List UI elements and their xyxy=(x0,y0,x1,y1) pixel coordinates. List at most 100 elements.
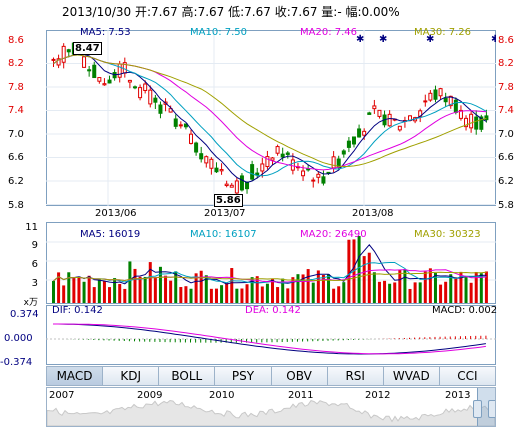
volume-ma5-label: MA5: 16019 xyxy=(80,229,141,240)
candle xyxy=(387,113,392,127)
candle xyxy=(92,64,97,79)
volume-bar xyxy=(189,288,193,303)
timeline-left-handle[interactable] xyxy=(473,400,482,418)
price-y-tick-right: 5.8 xyxy=(498,200,514,211)
candle xyxy=(438,88,443,97)
timeline-right-handle[interactable] xyxy=(488,400,495,418)
volume-bar xyxy=(169,280,173,303)
volume-bar xyxy=(423,271,427,303)
event-marker-icon: ✱ xyxy=(356,34,364,45)
ma30-line xyxy=(53,54,487,168)
tab-obv[interactable]: OBV xyxy=(272,367,328,385)
price-y-tick-right: 8.6 xyxy=(498,35,514,46)
tab-boll[interactable]: BOLL xyxy=(159,367,216,385)
ma10-line xyxy=(53,54,487,177)
volume-bar xyxy=(255,276,259,303)
timeline-navigator[interactable]: 2007 2009 2010 2011 2012 2013 xyxy=(46,387,496,427)
volume-bar xyxy=(153,276,157,303)
volume-chart[interactable] xyxy=(46,222,496,304)
candle xyxy=(433,89,438,100)
candle xyxy=(234,180,239,194)
price-y-tick: 8.6 xyxy=(8,35,24,46)
candle xyxy=(189,133,194,144)
candle xyxy=(219,169,224,172)
date-label: 2013/07 xyxy=(204,208,246,219)
candle xyxy=(290,159,295,171)
price-chart[interactable]: ✱ ✱ ✱ ✱ xyxy=(46,30,496,206)
volume-bar xyxy=(67,272,71,303)
candle xyxy=(306,168,311,171)
candle xyxy=(61,45,66,63)
candle xyxy=(214,167,219,173)
price-y-tick-right: 8.2 xyxy=(498,58,514,69)
price-y-tick: 5.8 xyxy=(8,200,24,211)
candle xyxy=(239,175,244,191)
volume-bar xyxy=(179,287,183,303)
candle xyxy=(168,108,173,113)
candle xyxy=(204,156,209,164)
candle xyxy=(362,130,367,136)
candle xyxy=(56,58,61,66)
candle xyxy=(448,95,453,107)
volume-bar xyxy=(82,281,86,303)
volume-bar xyxy=(52,280,55,303)
volume-bar xyxy=(418,282,422,303)
timeline-overview-area xyxy=(47,399,495,426)
tab-psy[interactable]: PSY xyxy=(215,367,272,385)
macd-chart[interactable] xyxy=(46,305,496,365)
candle xyxy=(275,146,280,154)
volume-bar xyxy=(199,270,203,303)
tab-cci[interactable]: CCI xyxy=(457,369,478,383)
candle xyxy=(428,92,433,101)
tab-wvad[interactable]: WVAD xyxy=(384,367,440,385)
event-marker-icon: ✱ xyxy=(379,34,387,45)
volume-bar xyxy=(474,271,478,303)
candle xyxy=(357,128,362,138)
tab-rsi[interactable]: RSI xyxy=(328,367,384,385)
volume-bar xyxy=(235,288,239,303)
volume-bar xyxy=(327,274,331,303)
volume-bar xyxy=(148,262,152,303)
price-ma10-label: MA10: 7.50 xyxy=(190,27,248,38)
candle xyxy=(224,183,229,187)
candle xyxy=(87,69,92,72)
volume-bar xyxy=(342,282,346,303)
volume-bar xyxy=(143,276,147,303)
candle xyxy=(423,100,428,103)
volume-bar xyxy=(209,288,213,303)
volume-ma30-line xyxy=(53,271,487,282)
volume-bar xyxy=(393,282,397,303)
candle xyxy=(229,184,234,188)
volume-bar xyxy=(306,269,310,303)
tab-kdj[interactable]: KDJ xyxy=(103,367,160,385)
volume-bar xyxy=(408,288,412,303)
volume-bar xyxy=(62,285,66,303)
volume-bar xyxy=(97,279,101,303)
volume-bar xyxy=(225,282,229,303)
volume-bar xyxy=(271,279,274,303)
candle xyxy=(367,112,372,115)
volume-bar xyxy=(383,280,387,303)
quote-info-bar: 2013/10/30 开:7.67 高:7.67 低:7.67 收:7.67 量… xyxy=(62,5,400,19)
volume-bar xyxy=(204,275,208,303)
volume-bar xyxy=(428,268,432,303)
volume-bar xyxy=(214,288,218,303)
volume-bar xyxy=(398,269,402,303)
candle xyxy=(245,181,250,190)
volume-bar xyxy=(220,285,224,303)
dif-line xyxy=(53,323,486,355)
tab-macd[interactable]: MACD xyxy=(47,367,104,385)
volume-bar xyxy=(367,252,371,303)
volume-bar xyxy=(464,277,468,303)
macd-y-tick: 0.374 xyxy=(10,309,39,320)
candle xyxy=(458,109,463,119)
volume-bar xyxy=(444,281,448,303)
candle xyxy=(265,156,270,168)
candle xyxy=(321,176,326,184)
volume-bar xyxy=(57,272,61,303)
volume-bar xyxy=(433,273,437,303)
candle xyxy=(117,63,122,78)
price-y-tick-right: 7.0 xyxy=(498,129,514,140)
timeline-year: 2011 xyxy=(288,390,314,401)
candle xyxy=(102,83,107,86)
